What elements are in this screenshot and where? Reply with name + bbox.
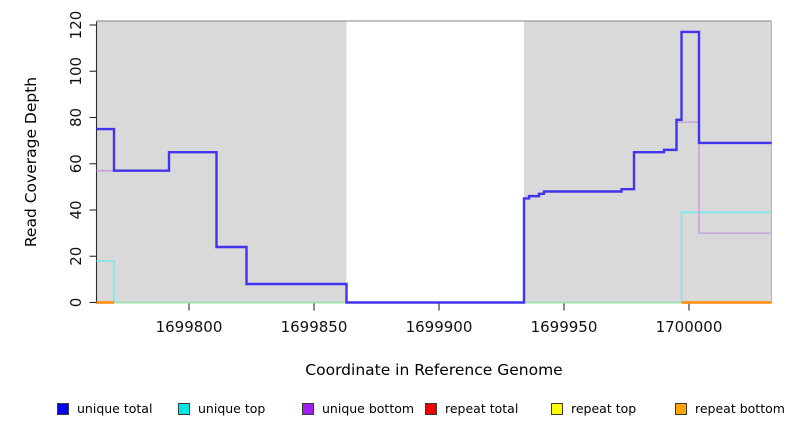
panel-right bbox=[524, 21, 772, 304]
x-tick-label: 1699850 bbox=[281, 318, 348, 336]
y-tick-label: 20 bbox=[67, 247, 85, 266]
series-unique-total bbox=[96, 30, 772, 304]
y-tick-label: 120 bbox=[67, 11, 85, 40]
x-axis-title: Coordinate in Reference Genome bbox=[305, 361, 563, 379]
y-tick-label: 100 bbox=[67, 57, 85, 86]
x-tick-label: 1699950 bbox=[531, 318, 598, 336]
y-axis-title: Read Coverage Depth bbox=[22, 76, 40, 248]
panel-left bbox=[96, 21, 347, 304]
x-tick-label: 1699900 bbox=[406, 318, 473, 336]
y-tick-label: 0 bbox=[67, 298, 85, 308]
y-tick-label: 60 bbox=[67, 154, 85, 173]
y-tick-label: 40 bbox=[67, 200, 85, 219]
x-tick-label: 1699800 bbox=[156, 318, 223, 336]
x-tick-label: 1700000 bbox=[656, 318, 723, 336]
y-tick-label: 80 bbox=[67, 108, 85, 127]
